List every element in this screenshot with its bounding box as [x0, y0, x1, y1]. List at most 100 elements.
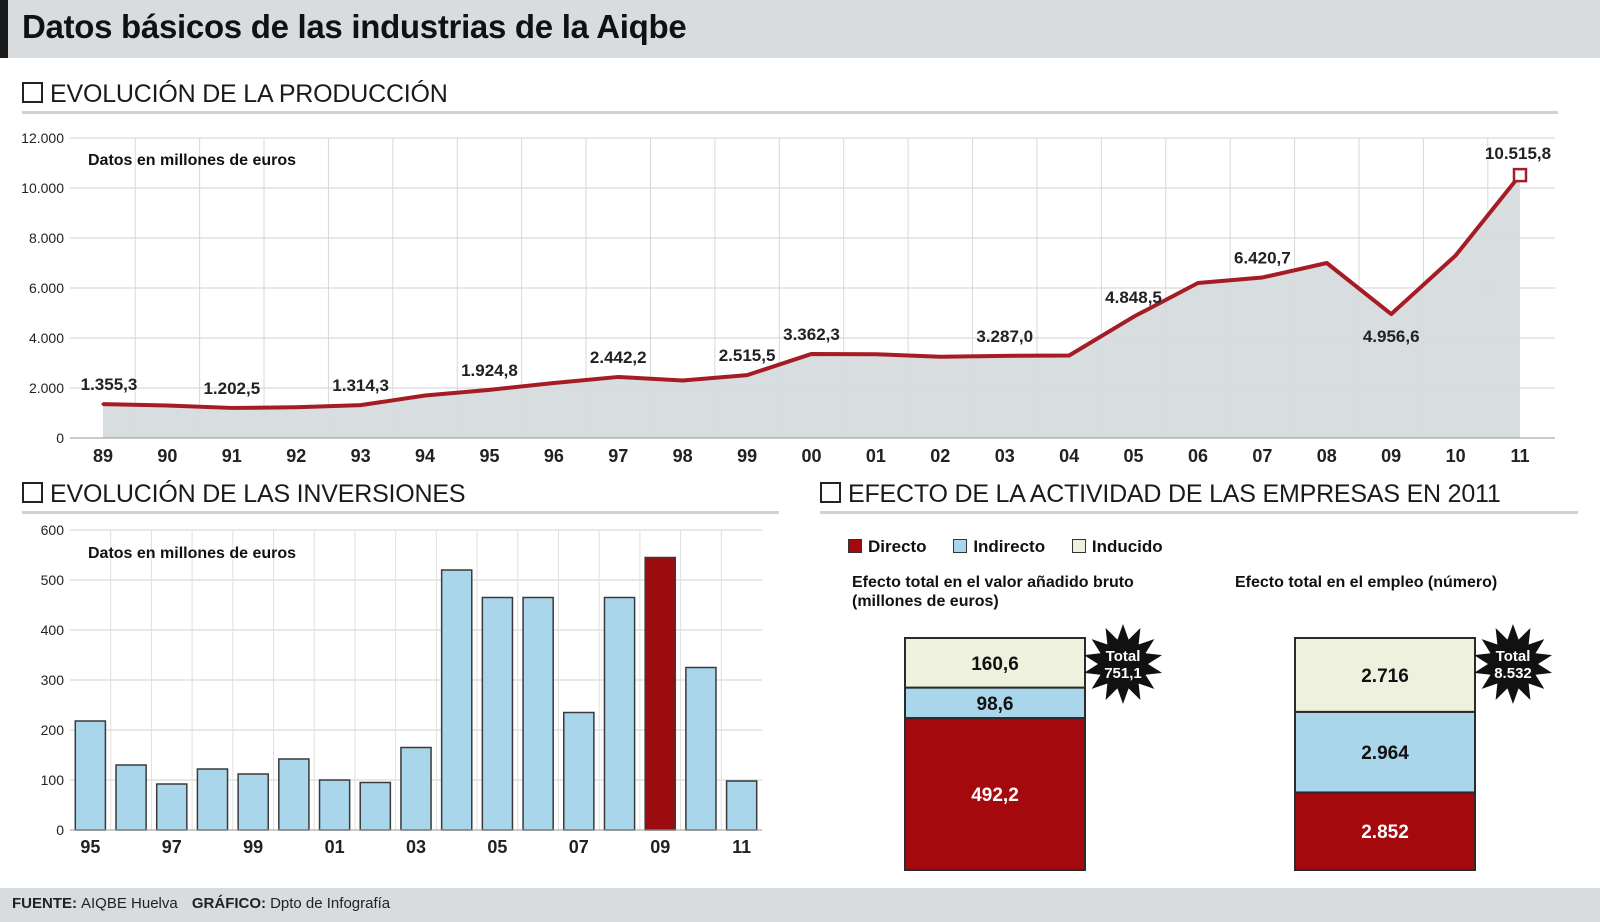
- x-tick-label: 09: [1381, 446, 1401, 466]
- title-bar: [0, 0, 1600, 58]
- x-tick-label: 94: [415, 446, 435, 466]
- bar-00: [278, 758, 310, 831]
- data-label-11: 10.515,8: [1485, 144, 1551, 163]
- legend-item-directo: Directo: [848, 537, 927, 556]
- segment-inducido: [1294, 637, 1476, 713]
- x-tick-label: 11: [732, 837, 751, 857]
- x-tick-label: 90: [157, 446, 177, 466]
- segment-label-inducido: 2.716: [1361, 666, 1409, 687]
- data-point-91: [230, 406, 234, 410]
- data-point-96: [552, 381, 556, 385]
- employment-chart-title: Efecto total en el empleo (número): [1235, 574, 1498, 591]
- bar-08: [603, 596, 636, 831]
- segment-directo: [904, 717, 1086, 871]
- checkbox-icon: [22, 82, 43, 103]
- data-label-93: 1.314,3: [332, 376, 389, 395]
- x-tick-label: 07: [1252, 446, 1272, 466]
- y-tick-label: 600: [41, 522, 65, 538]
- y-tick-label: 200: [41, 722, 65, 738]
- data-label-00: 3.362,3: [783, 325, 840, 344]
- source-value: AIQBE Huelva: [81, 895, 178, 912]
- investments-chart: 0 100 200 300 400 500 600 95 97 99 01 03 05 07 09 11 Dat…: [41, 522, 762, 857]
- x-tick-label: 03: [995, 446, 1015, 466]
- data-point-10: [1454, 254, 1458, 257]
- y-tick-label: 10.000: [21, 180, 64, 196]
- x-tick-label: 89: [93, 446, 113, 466]
- section-title-effect: EFECTO DE LA ACTIVIDAD DE LAS EMPRESAS E…: [820, 480, 1501, 509]
- segment-label-directo: 492,2: [971, 785, 1019, 806]
- last-point-marker: [1512, 167, 1528, 183]
- data-point-03: [1003, 354, 1007, 358]
- x-tick-label: 08: [1317, 446, 1337, 466]
- data-point-09: [1389, 312, 1393, 316]
- data-point-90: [165, 404, 169, 407]
- data-point-02: [938, 355, 942, 359]
- total-label: Total: [1106, 648, 1141, 665]
- y-tick-label: 300: [41, 672, 65, 688]
- legend-label-directo: Directo: [868, 537, 927, 556]
- x-tick-label: 04: [1059, 446, 1079, 466]
- y-tick-label: 12.000: [21, 130, 64, 146]
- data-label-03: 3.287,0: [976, 327, 1033, 346]
- data-point-99: [745, 373, 749, 377]
- data-label-05: 4.848,5: [1105, 288, 1162, 307]
- data-point-97: [616, 375, 620, 379]
- y-tick-label: 100: [41, 772, 65, 788]
- graphic-value: Dpto de Infografía: [270, 895, 391, 912]
- x-tick-label: 00: [801, 446, 821, 466]
- x-tick-label: 01: [866, 446, 886, 466]
- data-point-08: [1325, 261, 1329, 265]
- vab-chart-title: Efecto total en el valor añadido bruto (…: [852, 574, 1134, 610]
- bar-01: [318, 779, 351, 831]
- data-label-99: 2.515,5: [719, 346, 776, 365]
- section-rule-effect: [820, 511, 1578, 514]
- x-tick-label: 97: [608, 446, 628, 466]
- data-point-92: [294, 405, 298, 409]
- data-label-97: 2.442,2: [590, 348, 647, 367]
- data-point-95: [487, 388, 491, 392]
- segment-indirecto: [904, 686, 1086, 720]
- segment-inducido: [904, 637, 1086, 689]
- bar-07: [563, 711, 595, 831]
- bar-03: [400, 746, 432, 831]
- x-tick-label: 95: [479, 446, 499, 466]
- y-tick-label: 500: [41, 572, 65, 588]
- y-tick-label: 0: [56, 822, 64, 838]
- x-tick-label: 97: [162, 837, 182, 857]
- x-tick-label: 10: [1446, 446, 1466, 466]
- bar-09: [644, 556, 677, 831]
- y-tick-label: 6.000: [29, 280, 64, 296]
- title-accent: [0, 0, 8, 58]
- investments-subtitle: Datos en millones de euros: [88, 545, 296, 562]
- production-subtitle: Datos en millones de euros: [88, 152, 296, 169]
- segment-label-indirecto: 98,6: [977, 694, 1014, 715]
- x-tick-label: 99: [243, 837, 263, 857]
- total-starburst: [1084, 624, 1162, 704]
- data-label-07: 6.420,7: [1234, 248, 1291, 267]
- data-point-98: [681, 379, 685, 382]
- x-tick-label: 91: [222, 446, 242, 466]
- legend-swatch-inducido: [1071, 539, 1086, 553]
- bar-99: [237, 773, 269, 831]
- bar-96: [115, 764, 147, 831]
- bar-10: [685, 666, 717, 831]
- x-tick-label: 05: [1124, 446, 1144, 466]
- legend-label-indirecto: Indirecto: [973, 537, 1046, 556]
- x-tick-label: 92: [286, 446, 306, 466]
- production-chart: 0 2.000 4.000 6.000 8.000 10.000 12.000 89 90 91 9…: [21, 130, 1555, 466]
- total-label: Total: [1496, 648, 1531, 665]
- x-tick-label: 02: [930, 446, 950, 466]
- bar-02: [359, 781, 392, 831]
- x-tick-label: 05: [487, 837, 507, 857]
- x-tick-label: 01: [325, 837, 345, 857]
- x-tick-label: 98: [673, 446, 693, 466]
- data-point-00: [810, 352, 813, 356]
- total-value: 751,1: [1104, 665, 1142, 682]
- total-value: 8.532: [1494, 665, 1532, 682]
- x-tick-label: 93: [351, 446, 371, 466]
- data-point-04: [1067, 354, 1071, 357]
- data-label-09: 4.956,6: [1363, 327, 1420, 346]
- segment-indirecto: [1294, 710, 1476, 794]
